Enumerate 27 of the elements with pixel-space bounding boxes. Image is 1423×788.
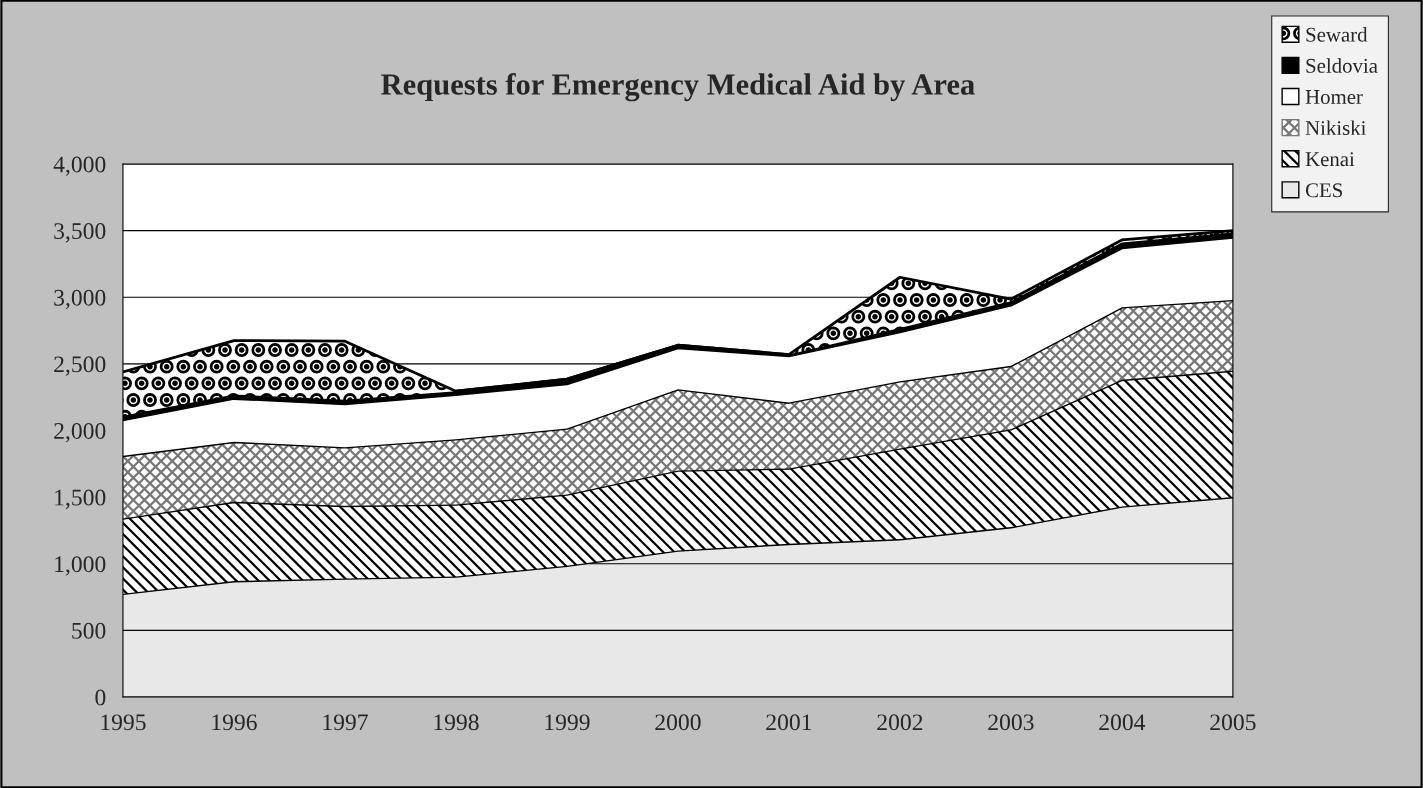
- x-tick-label: 1996: [212, 714, 257, 731]
- legend-label: Homer: [1305, 90, 1363, 104]
- legend-label: CES: [1305, 183, 1342, 198]
- x-tick-label: 1999: [545, 714, 590, 731]
- x-tick-label: 2001: [766, 714, 812, 731]
- x-tick-label: 1998: [434, 714, 479, 731]
- y-tick-label: 2,500: [54, 356, 106, 376]
- x-tick-label: 1995: [101, 714, 146, 731]
- x-tick-label: 2003: [988, 714, 1034, 731]
- x-tick-label: 2005: [1210, 714, 1256, 731]
- x-tick-label: 2002: [877, 714, 923, 731]
- legend-label: Seldovia: [1306, 58, 1378, 73]
- y-tick-label: 0: [95, 689, 106, 706]
- legend-label: Seward: [1306, 27, 1368, 42]
- legend-label: Kenai: [1305, 152, 1355, 167]
- y-tick-label: 500: [72, 622, 106, 639]
- y-tick-label: 1,000: [55, 556, 106, 576]
- x-tick-label: 2000: [655, 714, 701, 731]
- y-tick-label: 1,500: [55, 489, 106, 509]
- x-tick-label: 2004: [1099, 714, 1146, 731]
- y-tick-label: 3,000: [54, 289, 106, 310]
- legend-label: Nikiski: [1305, 120, 1367, 136]
- x-tick-label: 1997: [323, 714, 368, 731]
- y-tick-label: 4,000: [53, 156, 106, 176]
- y-tick-label: 2,000: [54, 422, 106, 443]
- y-tick-label: 3,500: [54, 223, 106, 243]
- chart-title: Requests for Emergency Medical Aid by Area: [381, 73, 975, 102]
